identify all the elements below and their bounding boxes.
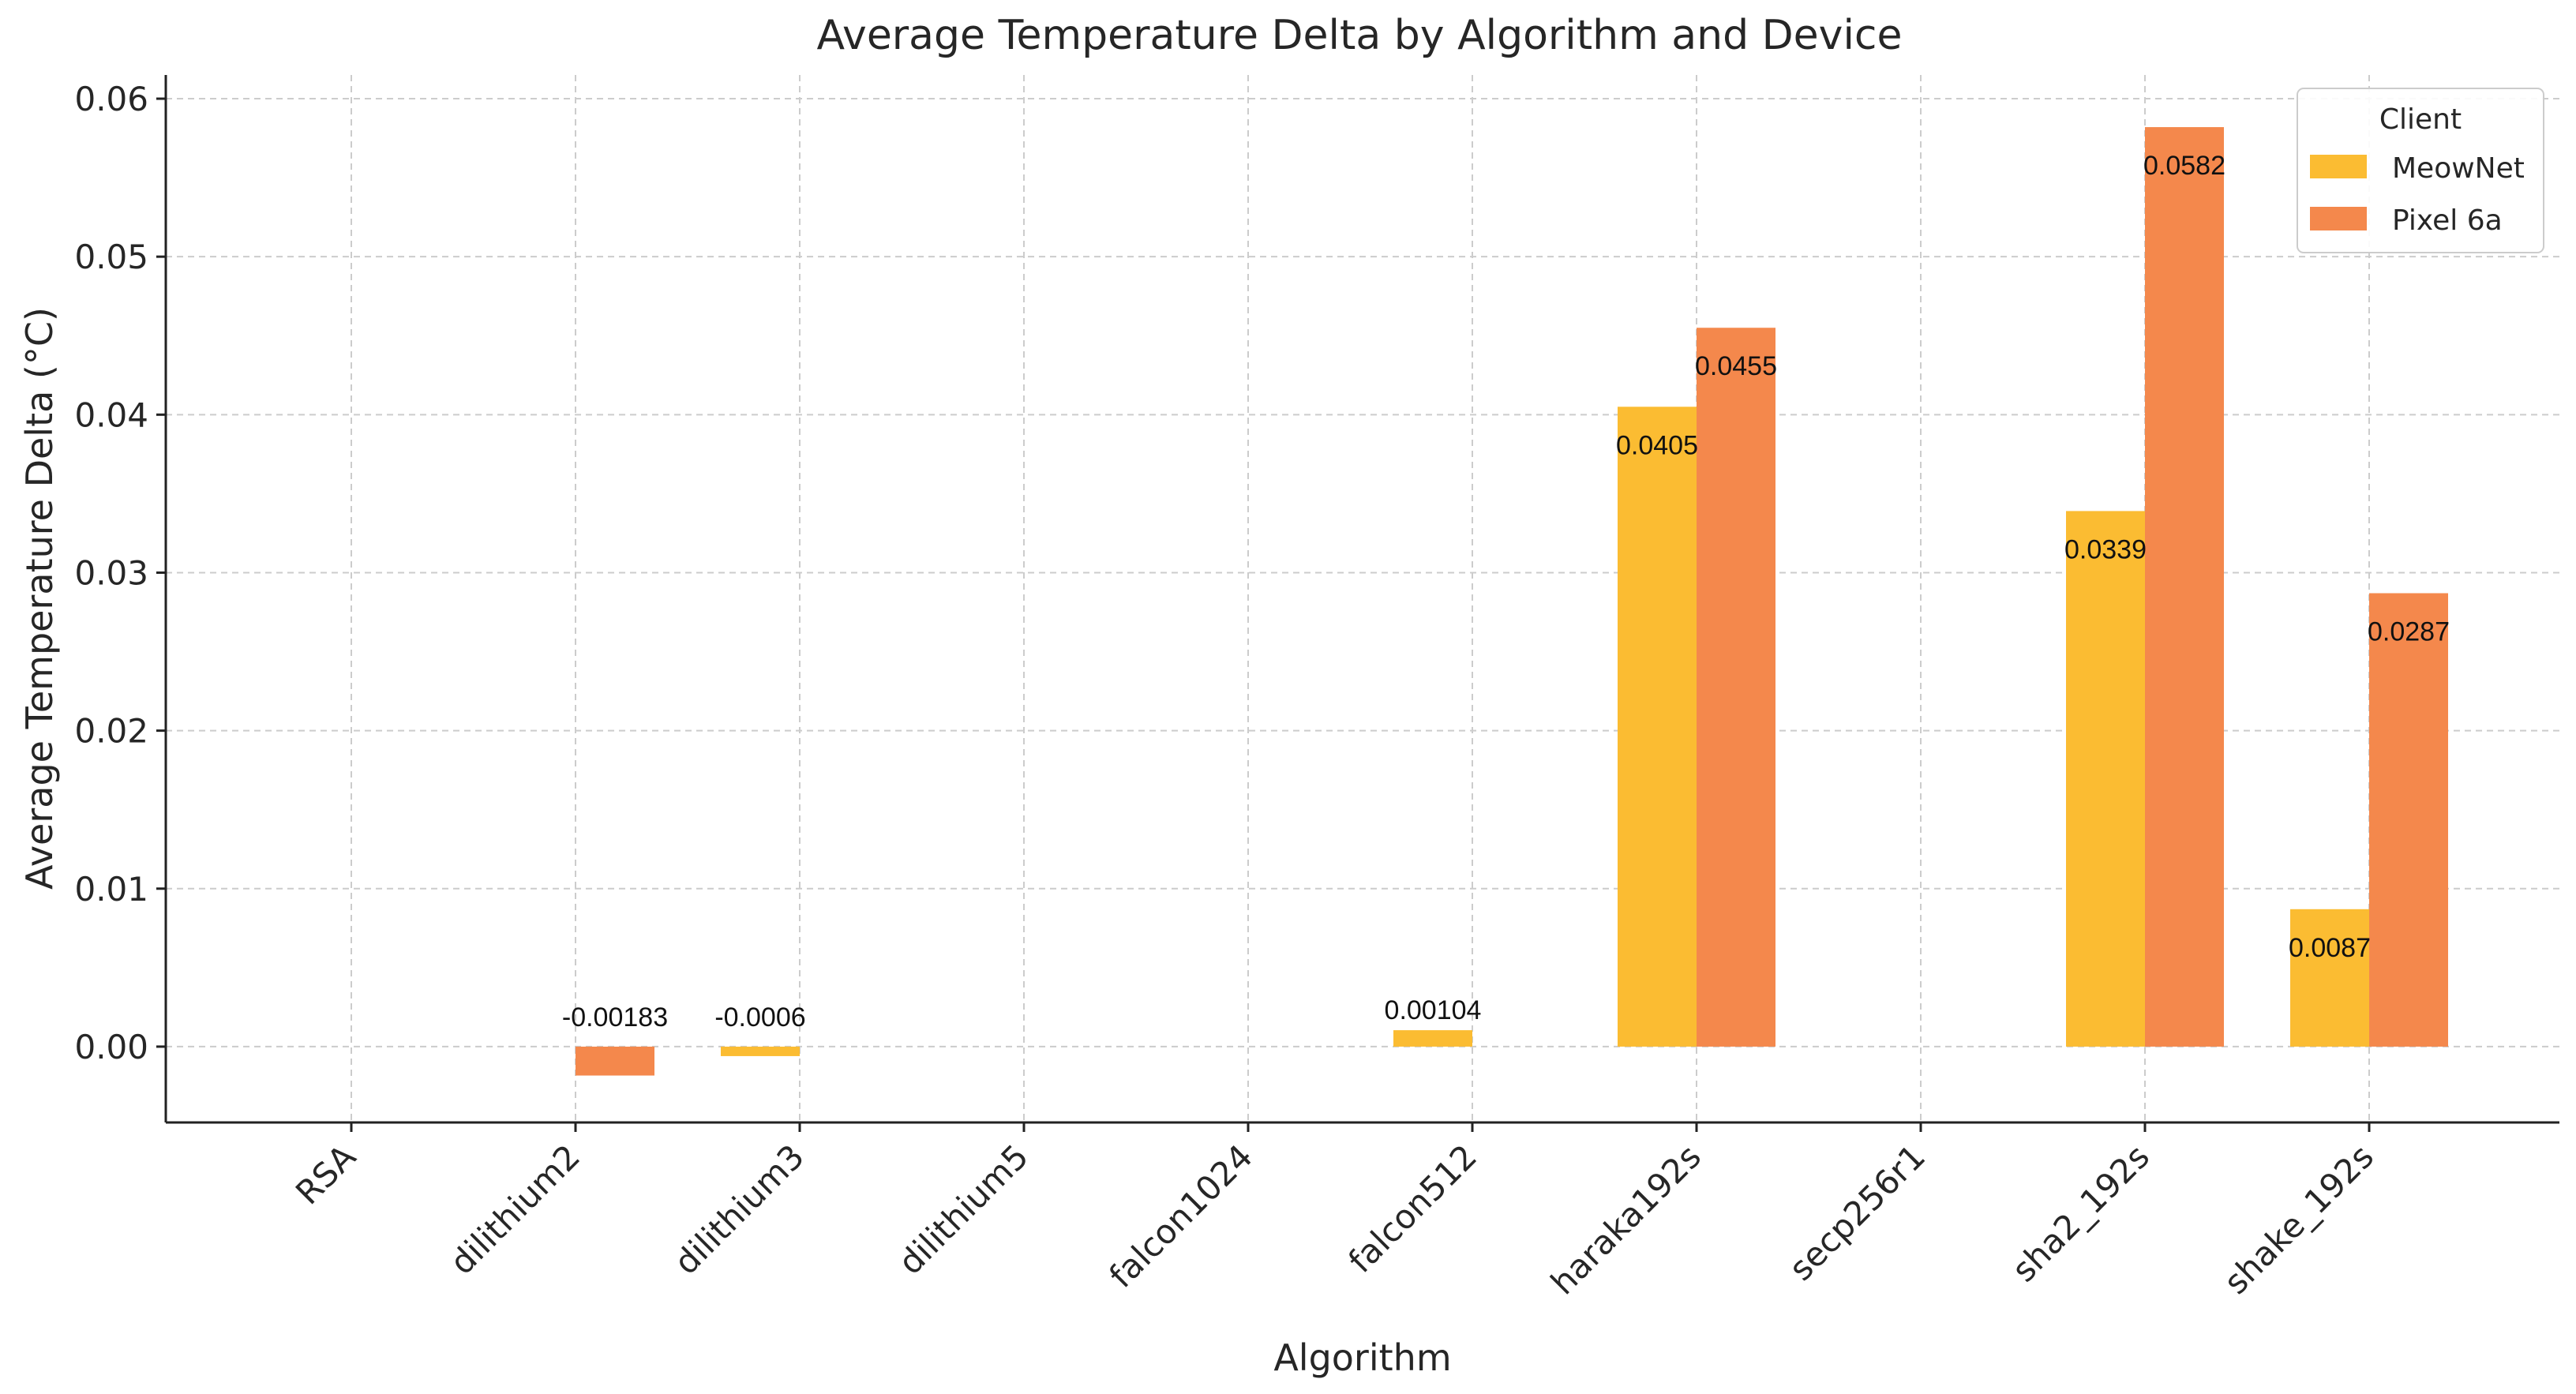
- bar-meownet-shake_192s: [2290, 909, 2369, 1047]
- bar-pixel-6a-shake_192s: [2369, 593, 2448, 1047]
- y-axis-label: Average Temperature Delta (°C): [18, 307, 61, 890]
- legend-title: Client: [2379, 103, 2462, 136]
- data-label: -0.0006: [714, 1002, 805, 1032]
- legend-swatch-pixel6a: [2310, 207, 2367, 230]
- y-tick-label: 0.04: [74, 395, 148, 434]
- axis-layer: [164, 75, 2559, 1124]
- x-tick-label: haraka192s: [1543, 1137, 1708, 1302]
- legend-swatch-meownet: [2310, 155, 2367, 178]
- data-label-layer: -0.0006 0.00104 0.0405 0.0339 0.0087 -0.00183…: [562, 151, 2450, 1032]
- x-tick-label: falcon512: [1341, 1137, 1485, 1280]
- data-label: 0.0087: [2289, 933, 2371, 963]
- chart-title: Average Temperature Delta by Algorithm a…: [817, 12, 1903, 59]
- bar-meownet-dilithium3: [721, 1046, 800, 1056]
- x-tick-label: secp256r1: [1782, 1137, 1933, 1287]
- x-tick-label: shake_192s: [2217, 1137, 2382, 1302]
- y-tick-label: 0.01: [74, 870, 148, 909]
- data-label: -0.00183: [562, 1002, 668, 1032]
- data-label: 0.00104: [1385, 995, 1482, 1025]
- x-tick-label: falcon1024: [1102, 1137, 1260, 1295]
- legend-label-pixel6a: Pixel 6a: [2392, 204, 2503, 237]
- bar-meownet-haraka192s: [1618, 407, 1697, 1047]
- x-tick-label: dilithium5: [891, 1137, 1036, 1282]
- legend-label-meownet: MeowNet: [2392, 152, 2525, 185]
- data-label: 0.0339: [2064, 534, 2147, 564]
- data-label: 0.0582: [2143, 151, 2225, 181]
- data-label: 0.0455: [1695, 351, 1777, 381]
- bar-layer: [576, 127, 2448, 1076]
- x-tick-label: RSA: [288, 1137, 363, 1212]
- y-tick-label: 0.03: [74, 553, 148, 592]
- y-tick-label: 0.05: [74, 238, 148, 276]
- y-tick-layer: 0.00 0.01 0.02 0.03 0.04 0.05 0.06: [74, 80, 166, 1066]
- bar-meownet-sha2_192s: [2066, 511, 2145, 1047]
- x-tick-label: sha2_192s: [2004, 1137, 2157, 1289]
- x-tick-layer: RSA dilithium2 dilithium3 dilithium5 falcon1…: [288, 1122, 2381, 1302]
- y-tick-label: 0.02: [74, 712, 148, 751]
- data-label: 0.0405: [1616, 430, 1698, 460]
- bar-pixel-6a-dilithium2: [576, 1046, 654, 1076]
- legend: Client MeowNet Pixel 6a: [2297, 88, 2544, 253]
- x-axis-label: Algorithm: [1273, 1336, 1451, 1379]
- y-tick-label: 0.06: [74, 80, 148, 118]
- y-tick-label: 0.00: [74, 1028, 148, 1066]
- data-label: 0.0287: [2368, 616, 2450, 646]
- x-tick-label: dilithium2: [442, 1137, 587, 1282]
- x-tick-label: dilithium3: [666, 1137, 812, 1282]
- bar-pixel-6a-sha2_192s: [2145, 127, 2224, 1047]
- bar-meownet-falcon512: [1393, 1030, 1472, 1047]
- bar-pixel-6a-haraka192s: [1697, 328, 1775, 1047]
